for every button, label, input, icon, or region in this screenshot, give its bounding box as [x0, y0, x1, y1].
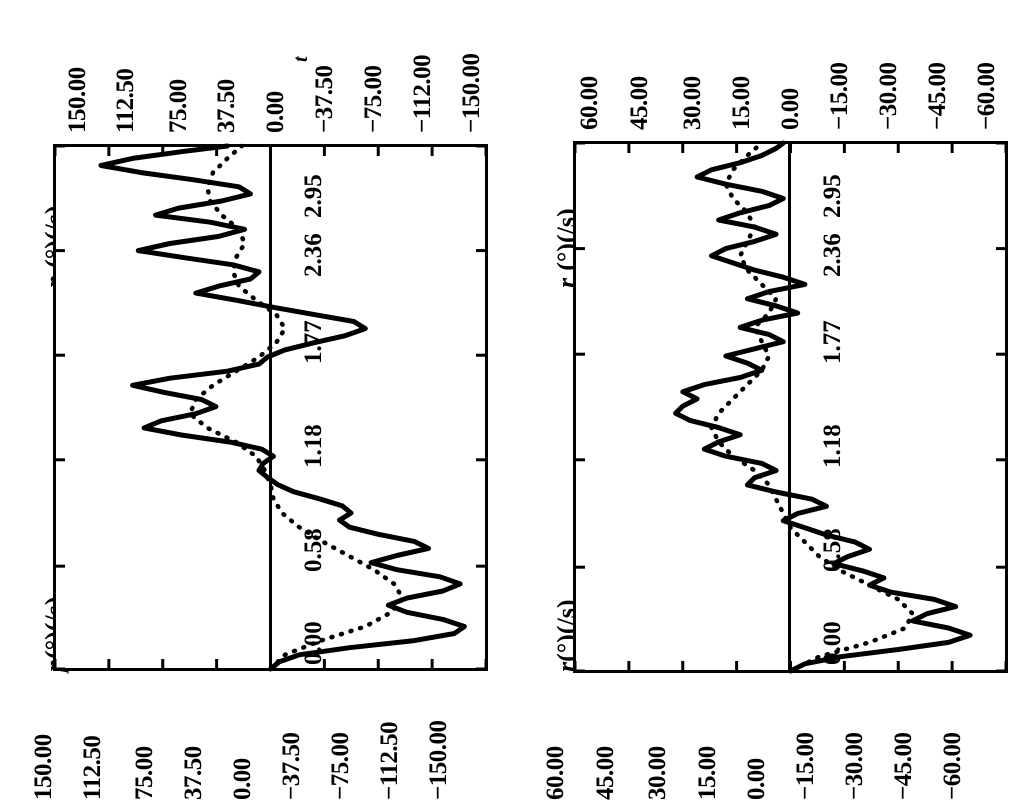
trace-roll [98, 143, 467, 672]
zero-reference-line [788, 144, 791, 670]
ticks-roll [53, 144, 488, 671]
ticks-yaw [573, 141, 1008, 673]
zero-reference-line [269, 147, 272, 668]
series-r-actual [673, 140, 973, 674]
series-pc-command [187, 143, 406, 672]
panel-yaw-rate: 60.00 45.00 30.00 15.00 0.00 −15.00 −30.… [516, 0, 1032, 810]
trace-yaw [673, 140, 973, 674]
panel-roll-rate: 150.00 112.50 75.00 37.50 0.00 −37.50 −7… [30, 54, 488, 800]
series-p-actual [98, 143, 467, 672]
